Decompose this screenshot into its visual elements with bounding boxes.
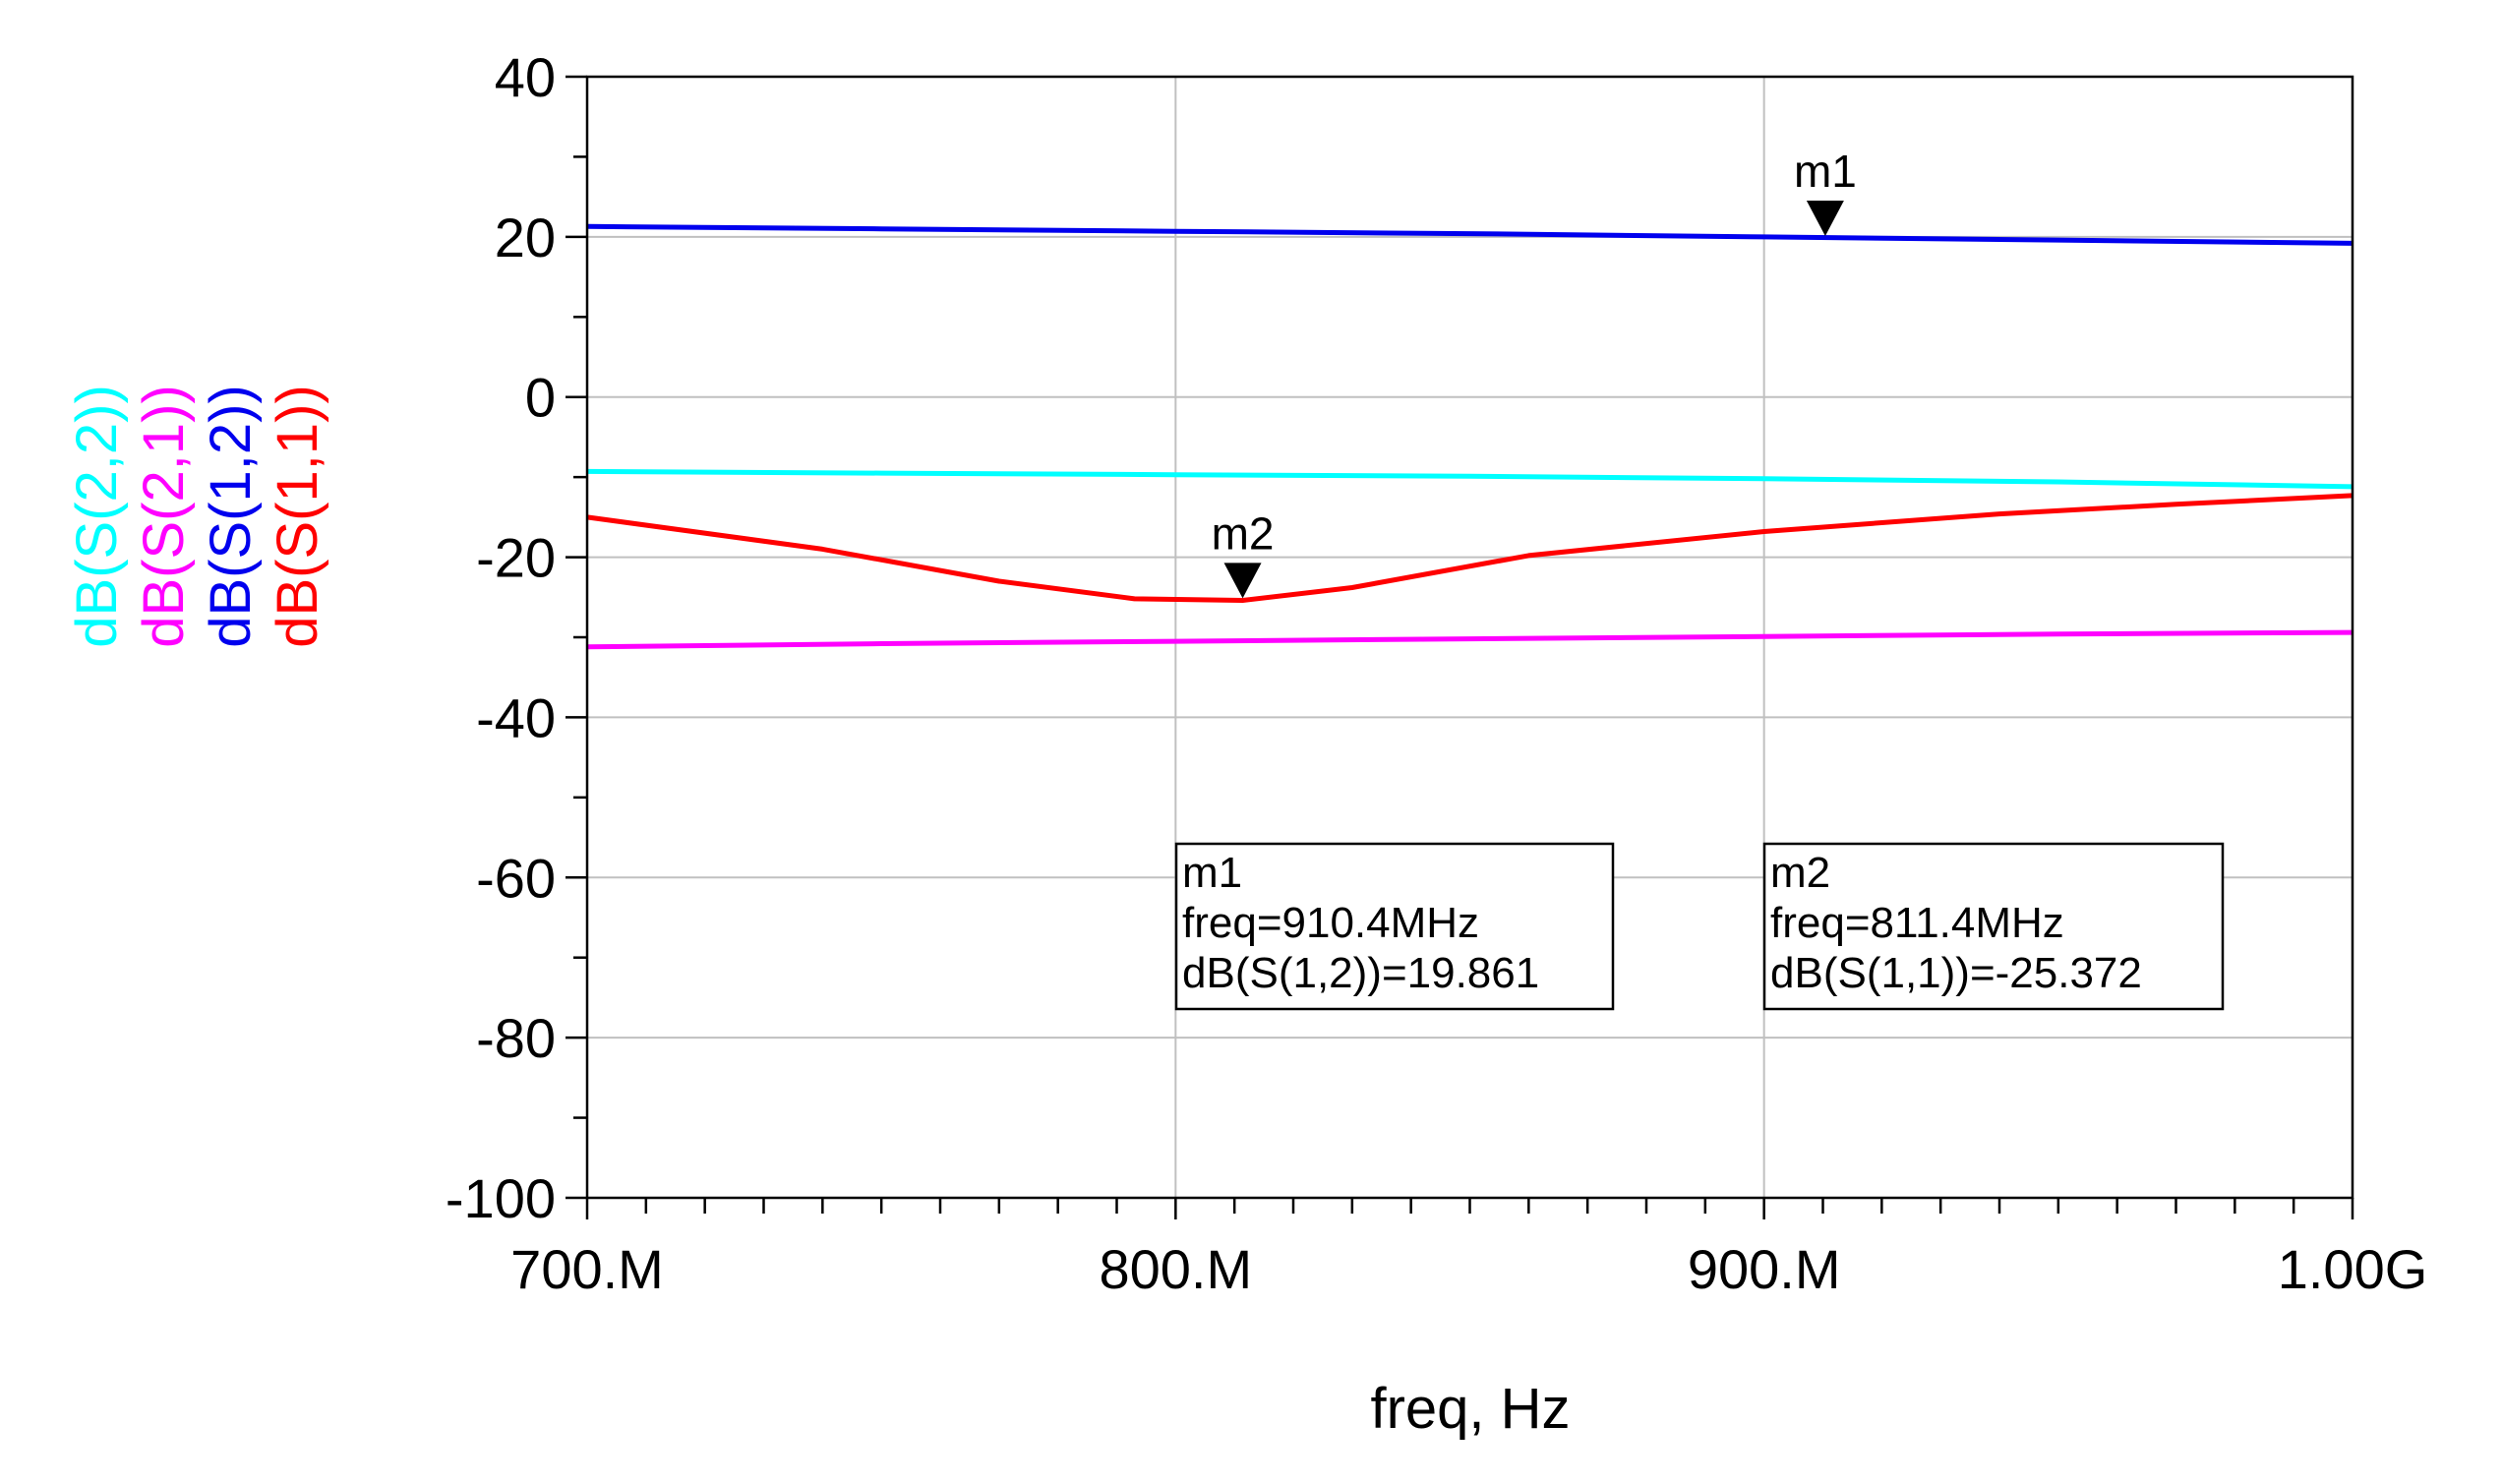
markers: m1 m2 bbox=[1212, 146, 1857, 599]
series-lines bbox=[586, 223, 2353, 650]
y-tick-label: -40 bbox=[476, 686, 556, 748]
series-line bbox=[586, 629, 2353, 650]
series-line bbox=[586, 468, 2353, 490]
legend: dB(S(2,2)) dB(S(2,1)) dB(S(1,2)) dB(S(1,1)) bbox=[65, 385, 329, 648]
y-tick-label: 20 bbox=[495, 207, 556, 268]
y-tick-label: 0 bbox=[525, 367, 556, 429]
readout-frame bbox=[1174, 842, 1615, 1011]
x-tick-label: 800.M bbox=[1100, 1238, 1253, 1300]
x-axis-title: freq, Hz bbox=[1370, 1377, 1570, 1441]
y-tick-label: -60 bbox=[476, 847, 556, 909]
x-tick-label: 1.00G bbox=[2278, 1238, 2428, 1300]
y-tick-label: -100 bbox=[446, 1167, 556, 1229]
readout-line: dB(S(1,1))=-25.372 bbox=[1770, 949, 2142, 997]
readout-line: freq=910.4MHz bbox=[1182, 899, 1479, 947]
legend-entry: dB(S(1,1)) bbox=[266, 385, 329, 648]
legend-entry: dB(S(1,2)) bbox=[199, 385, 263, 648]
legend-entry: dB(S(2,2)) bbox=[65, 385, 129, 648]
y-tick-label: -20 bbox=[476, 527, 556, 589]
readout-line: m1 bbox=[1182, 849, 1242, 897]
y-tick-label: -80 bbox=[476, 1007, 556, 1069]
readout-frame bbox=[1762, 842, 2225, 1011]
axis-ticks: 40 20 0 -20 -40 -60 -80 -100 700.M 800.M 900.M 1.00… bbox=[446, 46, 2427, 1300]
marker-triangle-icon bbox=[1806, 200, 1844, 236]
x-tick-label: 900.M bbox=[1688, 1238, 1841, 1300]
x-tick-label: 700.M bbox=[510, 1238, 664, 1300]
grid bbox=[587, 77, 2353, 1198]
readout-line: dB(S(1,2))=19.861 bbox=[1182, 949, 1539, 997]
readout-line: m2 bbox=[1770, 849, 1830, 897]
marker-label: m2 bbox=[1212, 507, 1275, 559]
y-tick-label: 40 bbox=[495, 46, 556, 108]
readout-line: freq=811.4MHz bbox=[1770, 899, 2064, 947]
series-line bbox=[586, 493, 2353, 603]
legend-entry: dB(S(2,1)) bbox=[132, 385, 196, 648]
marker-label: m1 bbox=[1794, 146, 1857, 197]
series-line bbox=[586, 223, 2353, 246]
marker-triangle-icon bbox=[1223, 563, 1262, 599]
